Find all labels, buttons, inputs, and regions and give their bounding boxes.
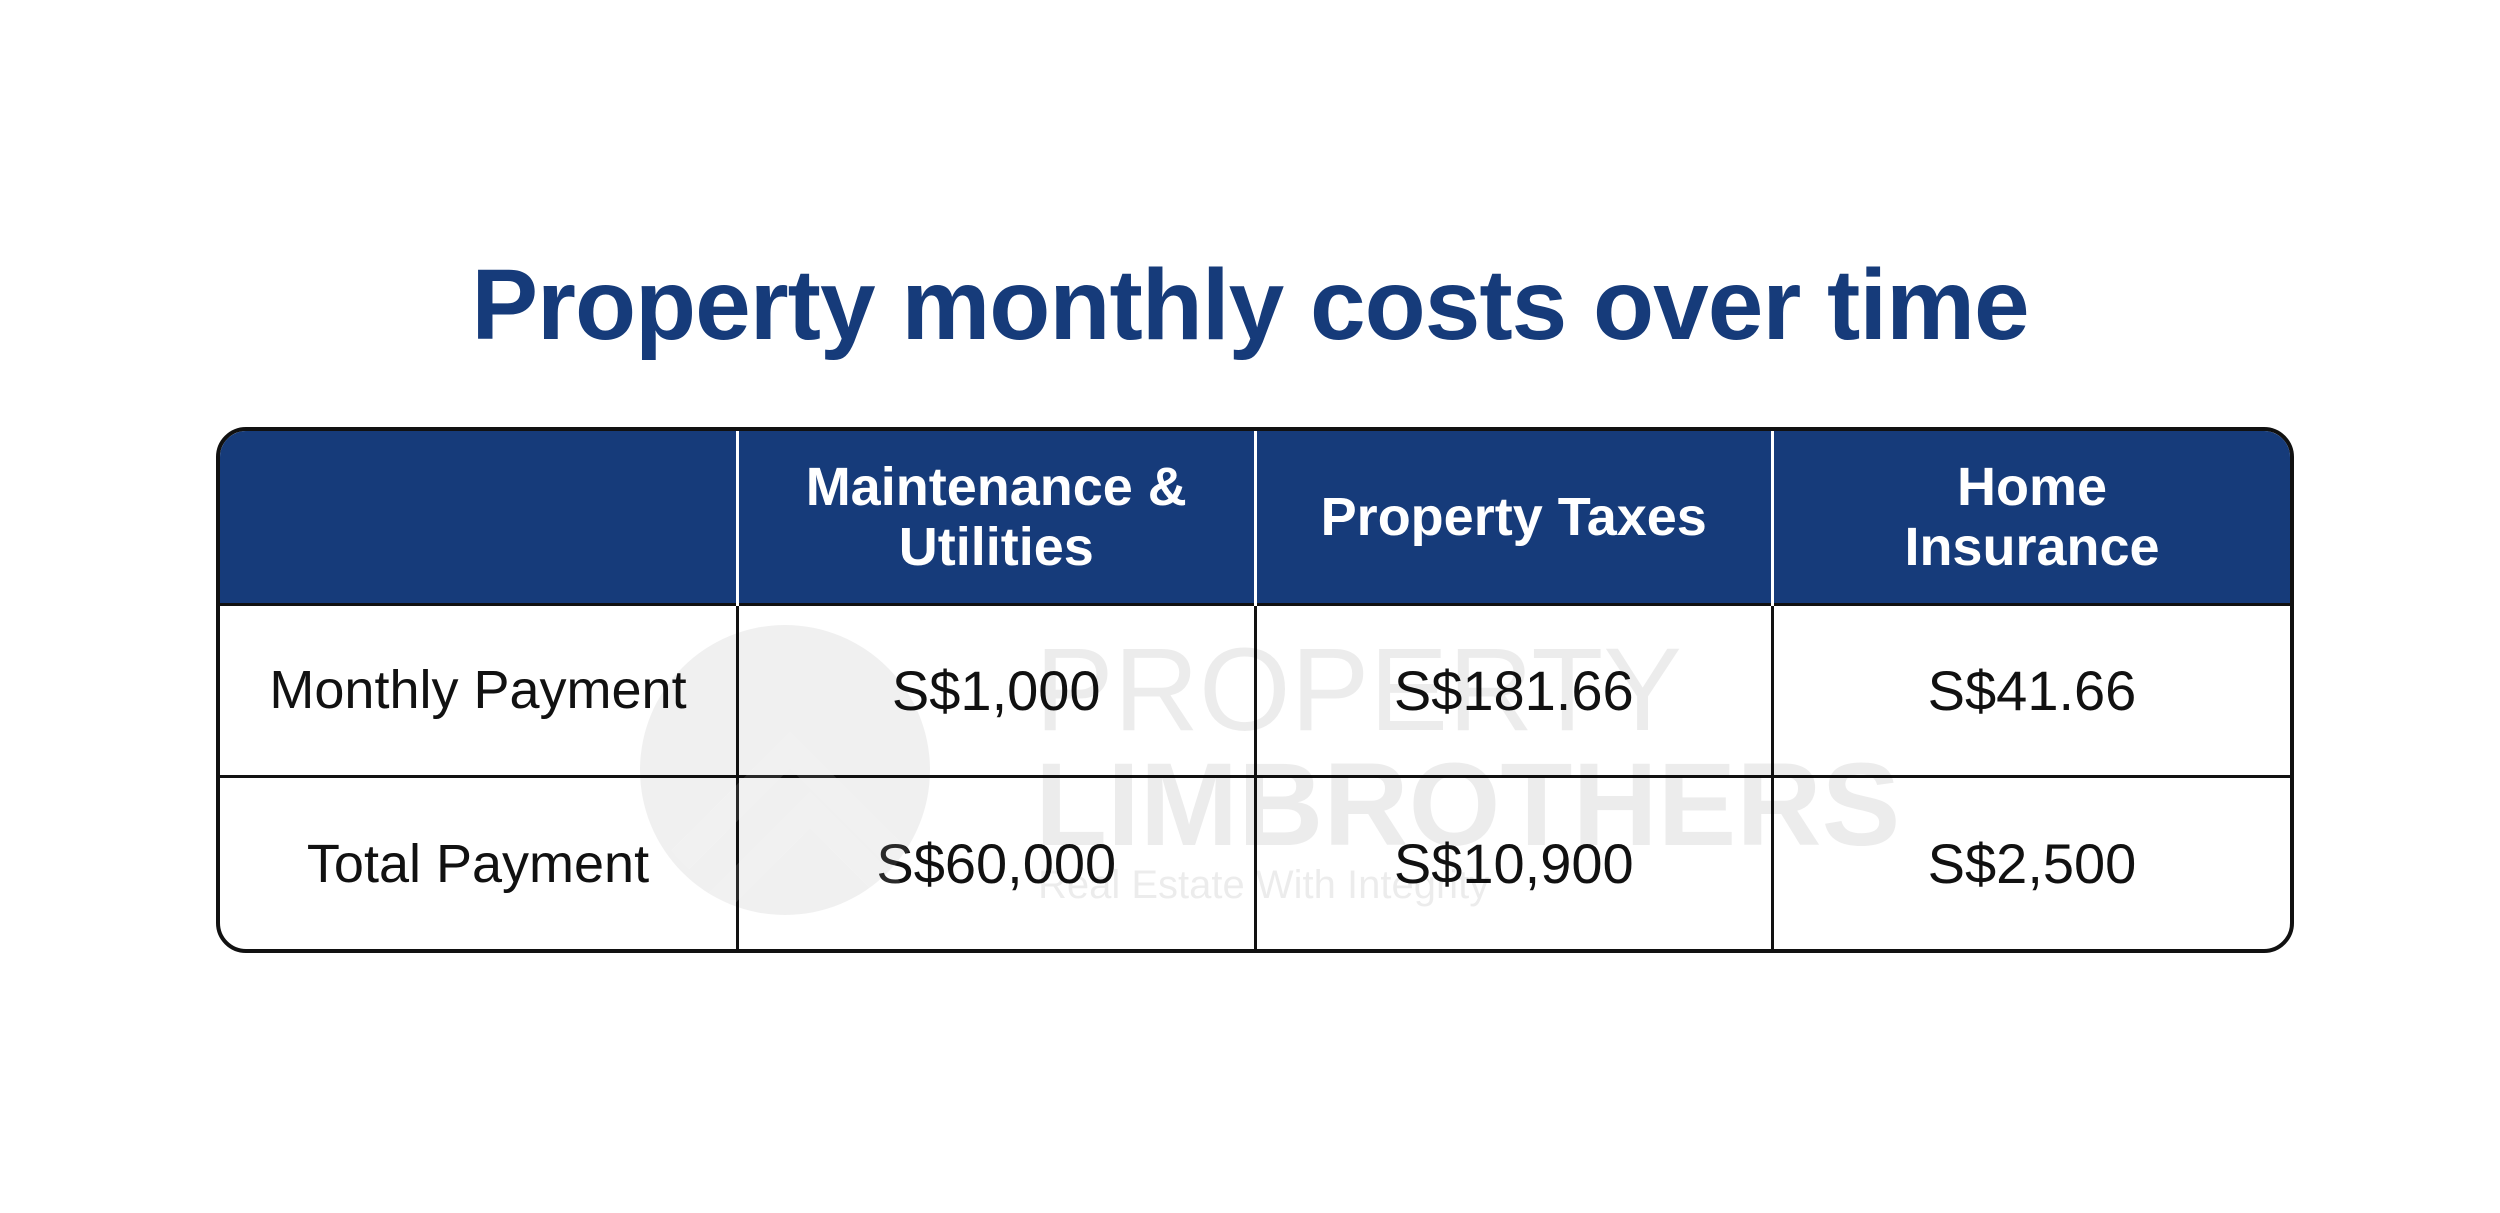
chart-title: Property monthly costs over time <box>471 249 2029 361</box>
header-label: Property Taxes <box>1320 486 1707 547</box>
cost-table: Maintenance & Utilities Property Taxes H… <box>220 431 2290 949</box>
table-header-row: Maintenance & Utilities Property Taxes H… <box>220 431 2290 604</box>
cost-table-container: Maintenance & Utilities Property Taxes H… <box>216 427 2294 953</box>
table-row: Monthly Payment S$1,000 S$181.66 S$41.66 <box>220 602 2290 777</box>
table-row: Total Payment S$60,000 S$10,900 S$2,500 <box>220 775 2290 949</box>
header-home-insurance: Home Insurance <box>1771 431 2290 604</box>
header-label: Home Insurance <box>1904 456 2160 577</box>
cell-total-insurance: S$2,500 <box>1771 775 2290 949</box>
header-maintenance-utilities: Maintenance & Utilities <box>736 431 1255 604</box>
cell-total-taxes: S$10,900 <box>1253 775 1773 949</box>
header-property-taxes: Property Taxes <box>1253 431 1773 604</box>
cell-total-maintenance: S$60,000 <box>736 775 1255 949</box>
row-label-total-payment: Total Payment <box>220 775 738 949</box>
cell-monthly-maintenance: S$1,000 <box>736 602 1255 777</box>
header-corner-cell <box>220 431 738 604</box>
row-label-monthly-payment: Monthly Payment <box>220 602 738 777</box>
cell-monthly-taxes: S$181.66 <box>1253 602 1773 777</box>
cell-monthly-insurance: S$41.66 <box>1771 602 2290 777</box>
header-label: Maintenance & Utilities <box>805 456 1187 577</box>
